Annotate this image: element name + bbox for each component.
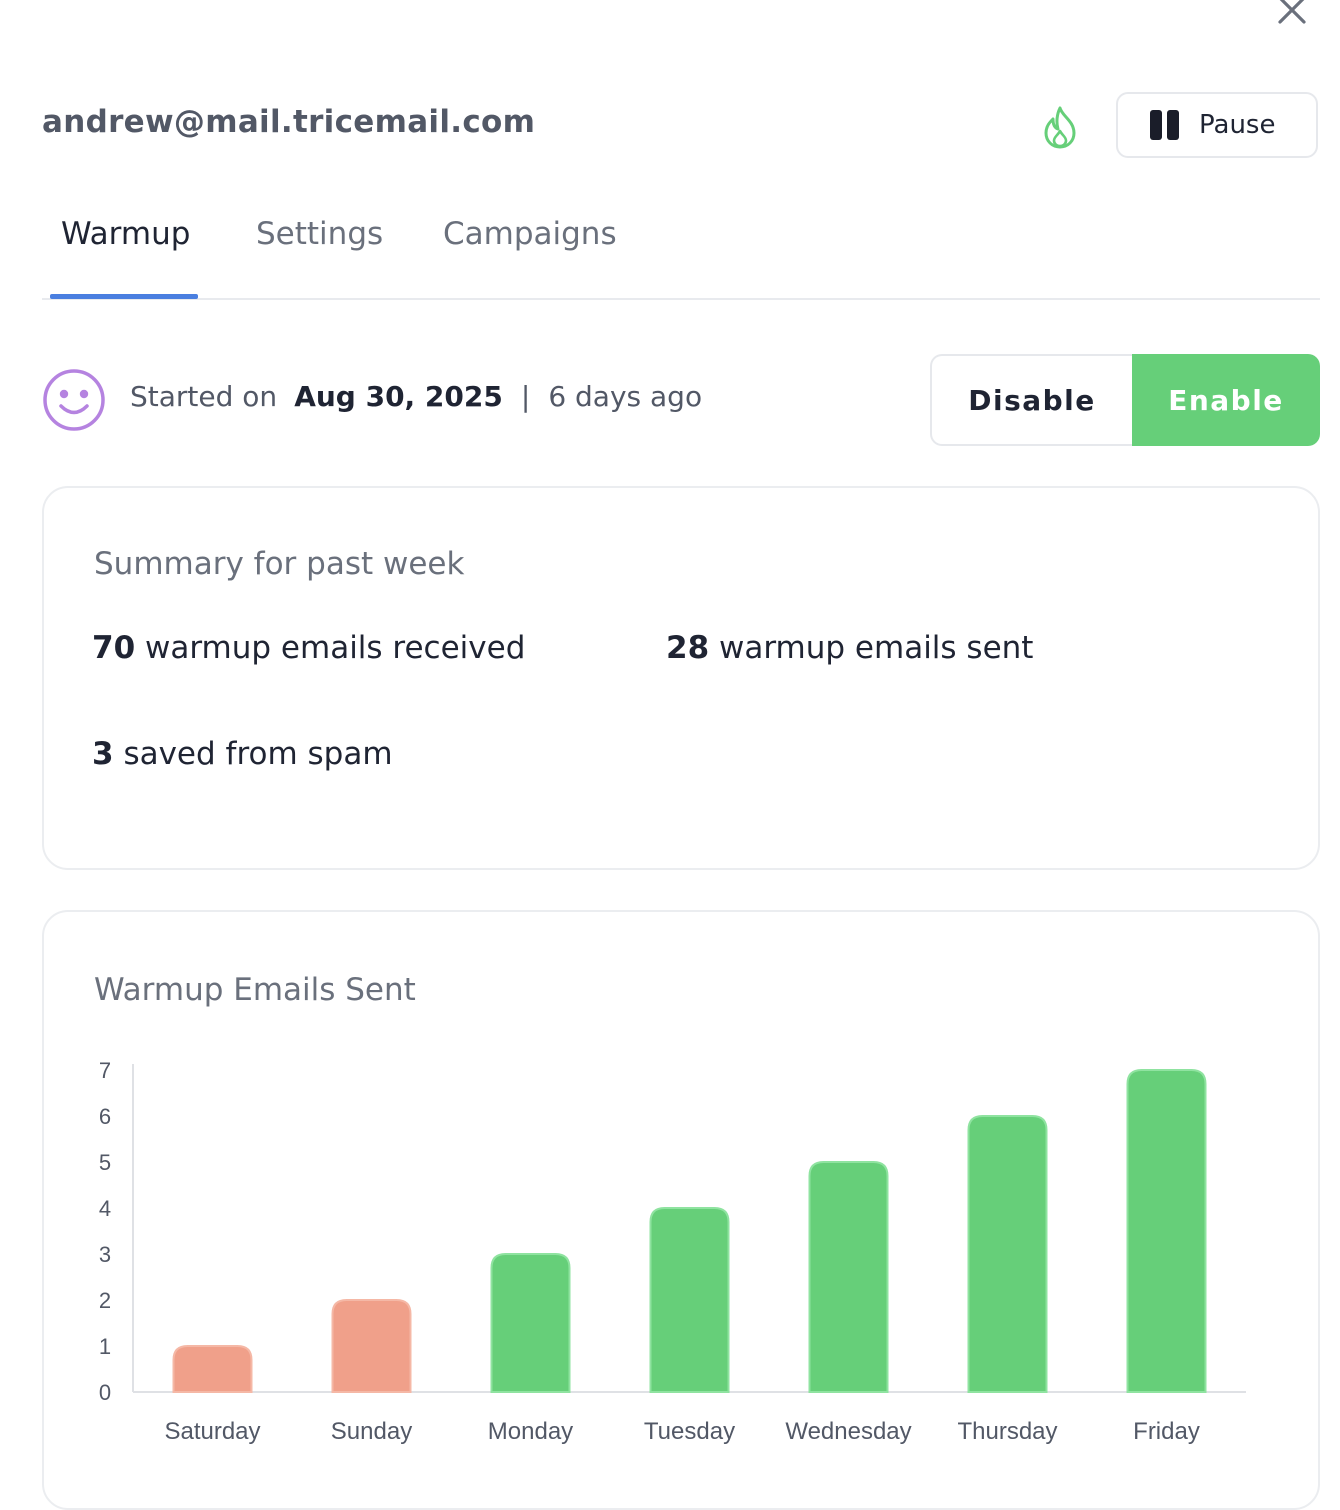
- sent-count: 28: [666, 630, 710, 666]
- account-email: andrew@mail.tricemail.com: [42, 104, 536, 140]
- warmup-start-info: Started on Aug 30, 2025 | 6 days ago: [130, 380, 702, 413]
- spam-count: 3: [92, 736, 114, 772]
- bar-thursday: [967, 1115, 1048, 1393]
- active-tab-indicator: [50, 294, 198, 299]
- pause-icon: [1150, 110, 1179, 140]
- y-tick-label: 0: [99, 1380, 111, 1405]
- separator: |: [520, 380, 531, 413]
- y-tick-label: 6: [99, 1104, 111, 1129]
- tab-settings[interactable]: Settings: [256, 216, 384, 252]
- x-tick-label: Friday: [1133, 1418, 1200, 1445]
- stat-received: 70 warmup emails received: [92, 630, 525, 666]
- bar-saturday: [172, 1345, 253, 1393]
- flame-icon: [1044, 106, 1076, 149]
- x-tick-label: Monday: [488, 1418, 573, 1445]
- chart-title: Warmup Emails Sent: [94, 972, 416, 1008]
- chart-card: Warmup Emails Sent 0 1 2 3 4 5 6 7 Saturday Sund…: [42, 910, 1320, 1510]
- enable-button[interactable]: Enable: [1132, 354, 1320, 446]
- y-tick-label: 3: [99, 1242, 111, 1267]
- summary-card: Summary for past week 70 warmup emails r…: [42, 486, 1320, 870]
- stat-spam: 3 saved from spam: [92, 736, 393, 772]
- pause-label: Pause: [1199, 110, 1276, 140]
- y-tick-label: 1: [99, 1334, 111, 1359]
- spam-label: saved from spam: [123, 736, 393, 772]
- tab-campaigns[interactable]: Campaigns: [443, 216, 617, 252]
- sent-label: warmup emails sent: [719, 630, 1034, 666]
- warmup-toggle: Disable Enable: [930, 354, 1320, 446]
- started-relative: 6 days ago: [548, 380, 703, 413]
- close-icon: [1278, 0, 1306, 24]
- bar-monday: [490, 1253, 571, 1393]
- bar-friday: [1126, 1069, 1207, 1393]
- started-date: Aug 30, 2025: [294, 380, 503, 413]
- y-tick-label: 7: [99, 1058, 111, 1083]
- tab-bar: Warmup Settings Campaigns: [42, 200, 1320, 300]
- smiley-icon: [43, 369, 105, 431]
- x-tick-label: Wednesday: [785, 1418, 911, 1445]
- received-count: 70: [92, 630, 136, 666]
- x-tick-label: Tuesday: [644, 1418, 735, 1445]
- close-button[interactable]: [1272, 0, 1312, 30]
- started-prefix: Started on: [130, 380, 278, 413]
- x-tick-label: Saturday: [164, 1418, 260, 1445]
- tab-warmup[interactable]: Warmup: [61, 216, 191, 252]
- x-tick-label: Thursday: [957, 1418, 1057, 1445]
- bar-wednesday: [808, 1161, 889, 1393]
- received-label: warmup emails received: [145, 630, 526, 666]
- bar-tuesday: [649, 1207, 730, 1393]
- pause-button[interactable]: Pause: [1116, 92, 1318, 158]
- y-tick-label: 5: [99, 1150, 111, 1175]
- summary-title: Summary for past week: [94, 546, 465, 582]
- y-tick-label: 2: [99, 1288, 111, 1313]
- disable-button[interactable]: Disable: [930, 354, 1132, 446]
- y-tick-label: 4: [99, 1196, 111, 1221]
- x-tick-label: Sunday: [331, 1418, 412, 1445]
- bar-chart: 0 1 2 3 4 5 6 7 Saturday Sunday Monday Tuesday Wedn…: [99, 1058, 1246, 1445]
- bar-sunday: [331, 1299, 412, 1393]
- stat-sent: 28 warmup emails sent: [666, 630, 1033, 666]
